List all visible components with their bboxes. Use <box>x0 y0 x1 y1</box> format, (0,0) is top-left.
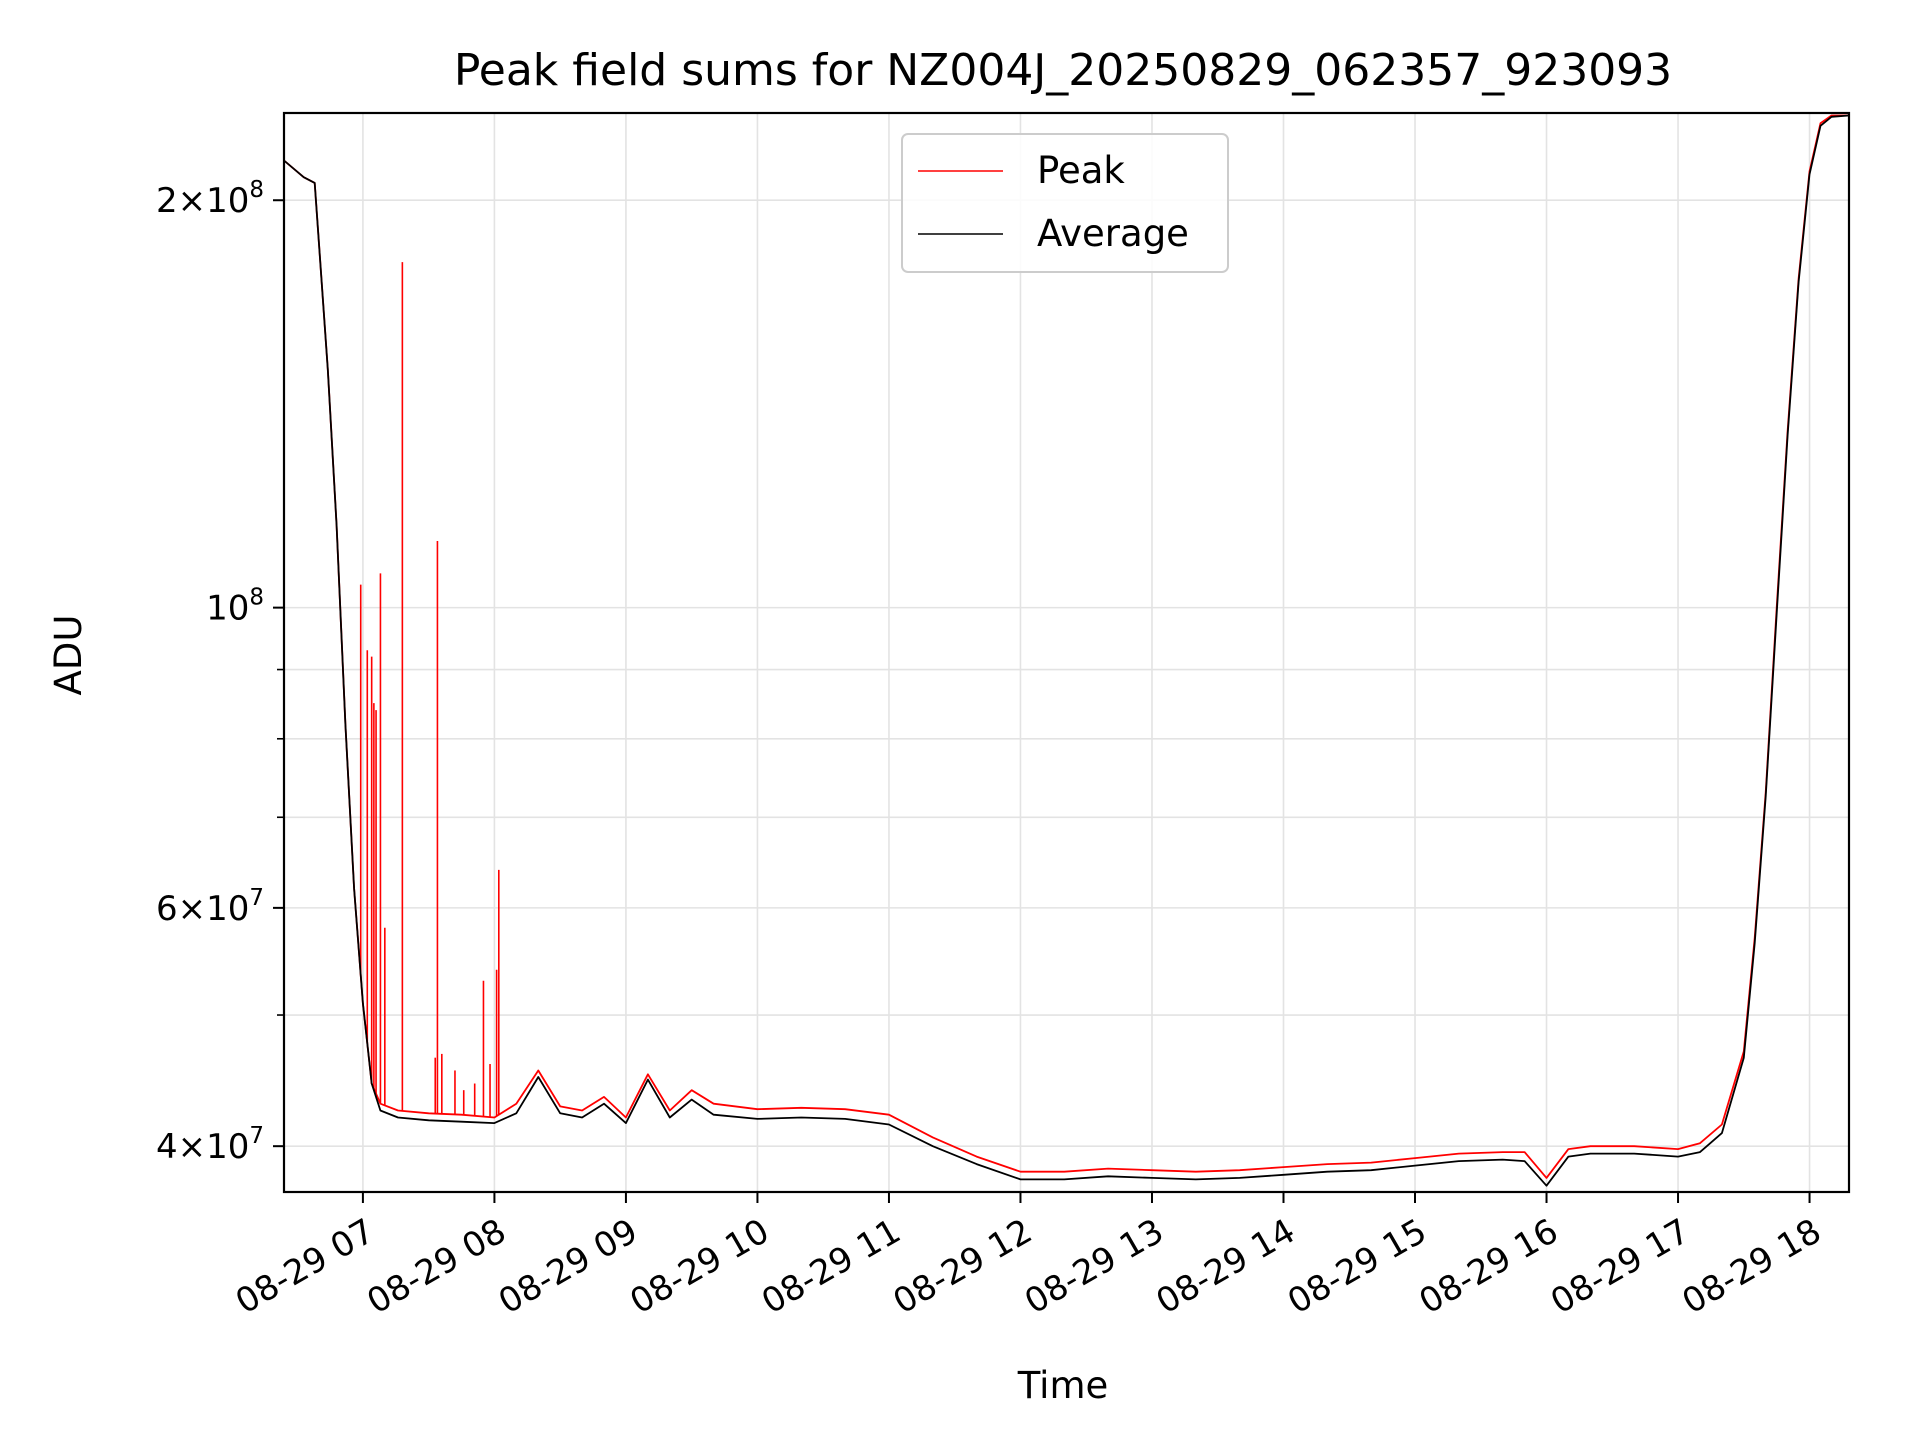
series-peak <box>284 114 1849 1179</box>
series-layer <box>284 114 1849 1187</box>
legend-label-average: Average <box>1037 212 1189 255</box>
legend-label-peak: Peak <box>1037 149 1125 192</box>
y-axis-label: ADU <box>47 615 90 696</box>
legend-box <box>901 133 1229 273</box>
series-line-peak <box>284 114 1849 1179</box>
x-axis-label: Time <box>1017 1364 1109 1407</box>
grid <box>284 113 1849 1192</box>
series-line-average <box>284 114 1849 1187</box>
chart-title: Peak field sums for NZ004J_20250829_0623… <box>454 45 1672 96</box>
y-tick-label: 6×107 <box>156 885 264 929</box>
y-axis: 4×107 6×107 108 2×108 <box>156 177 284 1167</box>
legend: Peak Average <box>901 133 1229 273</box>
plot-frame <box>282 111 1851 1194</box>
series-average <box>284 114 1849 1187</box>
y-tick-label: 2×108 <box>156 177 264 221</box>
y-tick-label: 108 <box>206 585 264 629</box>
y-tick-label: 4×107 <box>156 1123 264 1167</box>
